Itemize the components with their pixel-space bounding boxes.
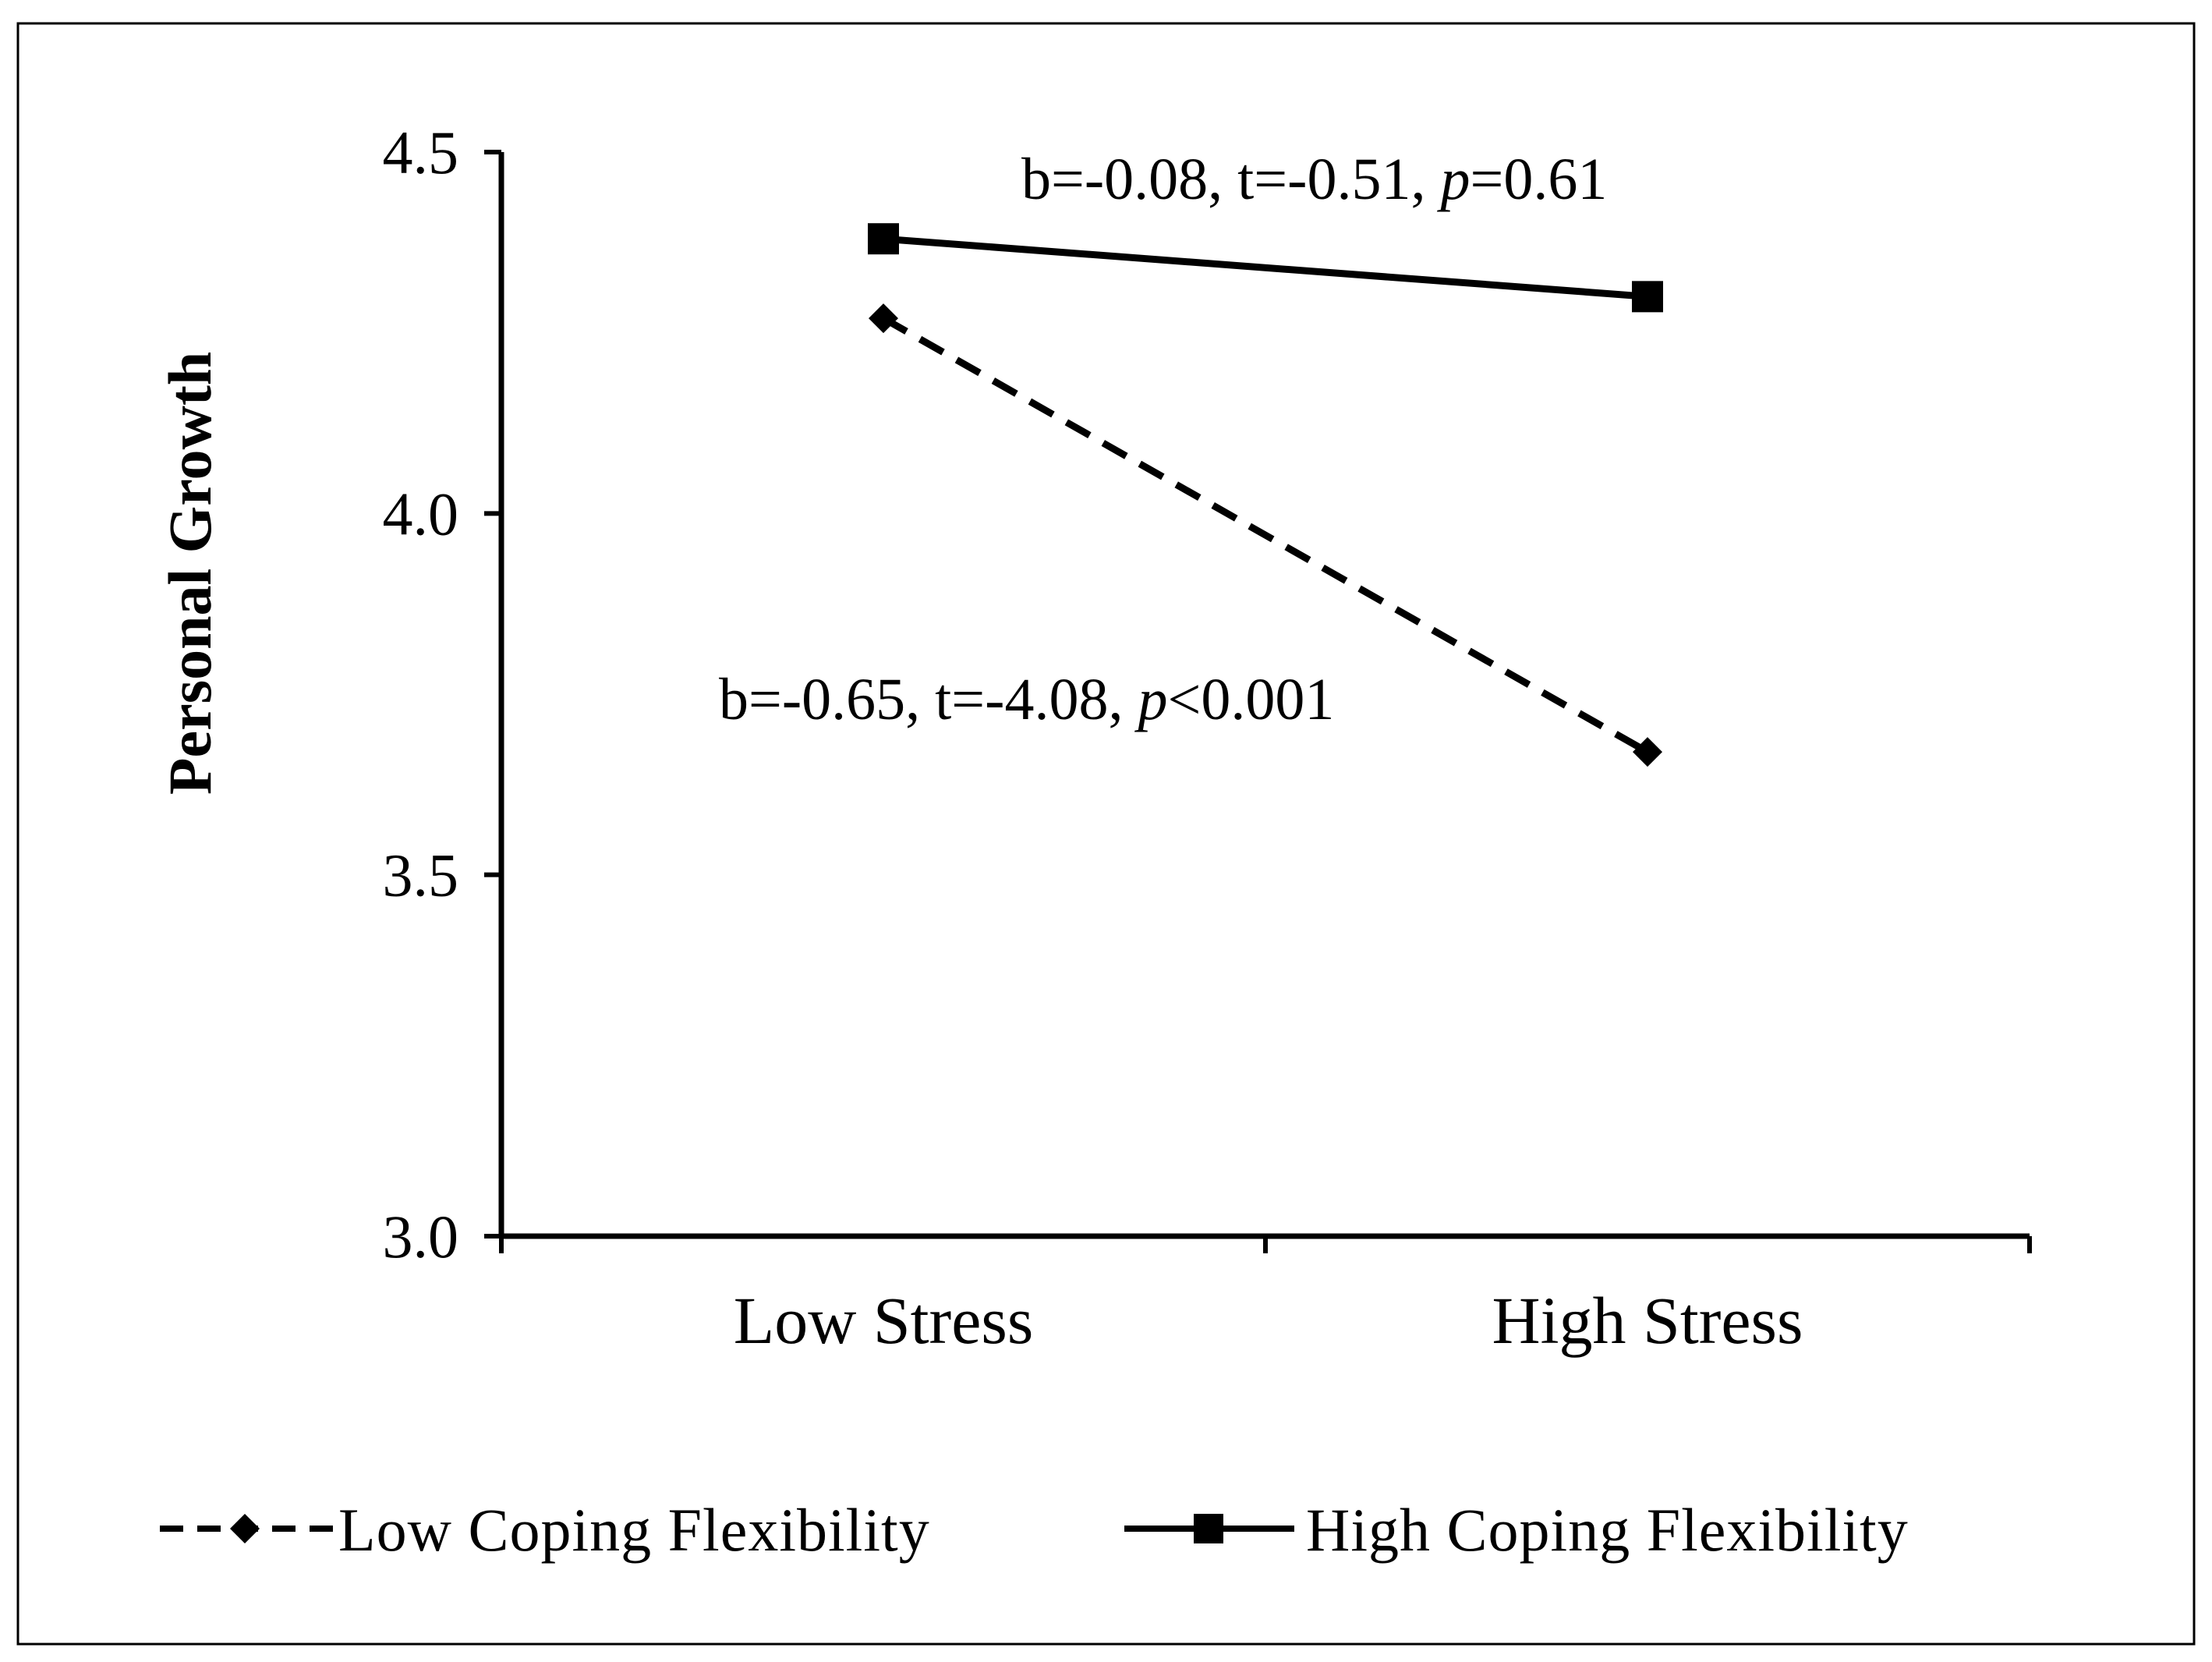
x-ticks xyxy=(499,1236,2032,1253)
y-tick-label: 3.5 xyxy=(383,842,459,909)
x-category-label: High Stress xyxy=(1492,1283,1803,1358)
legend-label-high-coping: High Coping Flexibility xyxy=(1306,1496,1909,1564)
x-category-label: Low Stress xyxy=(734,1283,1034,1358)
data-point-low-coping xyxy=(1633,737,1662,767)
series-line-high-coping xyxy=(883,235,1648,300)
legend: Low Coping Flexibility High Coping Flexi… xyxy=(160,1496,1909,1564)
legend-square-marker-icon xyxy=(1194,1514,1223,1543)
y-axis-label: Personal Growth xyxy=(156,352,224,795)
data-point-high-coping xyxy=(868,223,899,255)
legend-label-low-coping: Low Coping Flexibility xyxy=(338,1496,930,1564)
series-line-low-coping xyxy=(881,315,1650,756)
figure-border xyxy=(16,22,2196,1646)
annotation-high-coping: b=-0.08, t=-0.51, p=0.61 xyxy=(1021,147,1607,212)
annotation-low-coping: b=-0.65, t=-4.08, p<0.001 xyxy=(719,667,1334,732)
x-category-labels: Low Stress High Stress xyxy=(734,1283,1803,1358)
legend-entry-low-coping: Low Coping Flexibility xyxy=(160,1496,930,1564)
y-tick-label: 4.0 xyxy=(383,480,459,548)
y-ticks: 3.0 3.5 4.0 4.5 xyxy=(383,119,501,1270)
legend-diamond-marker-icon xyxy=(230,1514,260,1543)
series-layer xyxy=(868,223,1663,767)
y-tick-label: 3.0 xyxy=(383,1203,459,1270)
data-point-low-coping xyxy=(869,303,898,334)
data-point-high-coping xyxy=(1632,281,1663,313)
y-tick-label: 4.5 xyxy=(383,119,459,186)
legend-entry-high-coping: High Coping Flexibility xyxy=(1124,1496,1909,1564)
